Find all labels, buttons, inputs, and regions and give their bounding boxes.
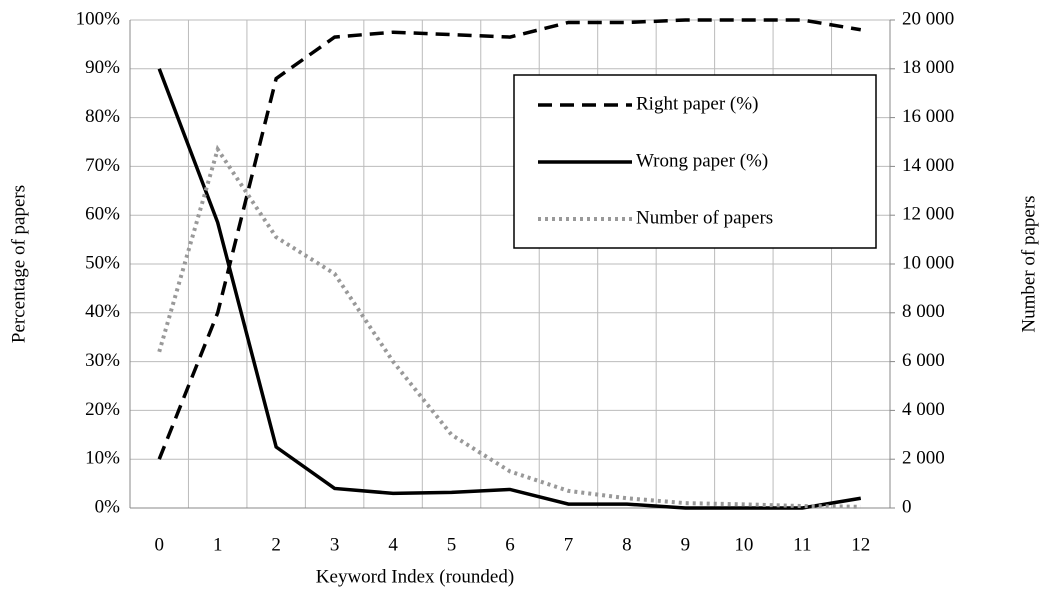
y2-tick-label: 8 000: [902, 301, 945, 322]
y2-tick-label: 2 000: [902, 448, 945, 469]
y-tick-label: 100%: [76, 8, 121, 29]
x-tick-label: 6: [505, 534, 515, 555]
y-tick-label: 10%: [85, 448, 120, 469]
y2-tick-label: 16 000: [902, 106, 954, 127]
y2-tick-label: 12 000: [902, 204, 954, 225]
legend-label: Wrong paper (%): [636, 150, 768, 171]
x-axis-title: Keyword Index (rounded): [316, 566, 514, 587]
x-tick-label: 4: [388, 534, 398, 555]
x-tick-label: 7: [564, 534, 574, 555]
y-tick-label: 20%: [85, 399, 120, 420]
x-tick-label: 3: [330, 534, 340, 555]
y2-tick-label: 14 000: [902, 155, 954, 176]
y-tick-label: 0%: [95, 496, 121, 517]
y-tick-label: 30%: [85, 350, 120, 371]
x-tick-label: 11: [793, 534, 811, 555]
y-tick-label: 80%: [85, 106, 120, 127]
x-tick-label: 9: [681, 534, 691, 555]
x-tick-label: 8: [622, 534, 632, 555]
y-tick-label: 60%: [85, 204, 120, 225]
y2-axis-title: Number of papers: [1018, 195, 1039, 332]
y2-tick-label: 10 000: [902, 252, 954, 273]
series-line: [157, 18, 862, 460]
y2-tick-label: 20 000: [902, 8, 954, 29]
series-line: [157, 144, 861, 509]
y2-tick-label: 6 000: [902, 350, 945, 371]
x-tick-label: 2: [271, 534, 281, 555]
x-tick-label: 0: [154, 534, 164, 555]
y2-tick-label: 4 000: [902, 399, 945, 420]
y2-tick-label: 0: [902, 496, 912, 517]
x-tick-label: 10: [734, 534, 753, 555]
y-tick-label: 40%: [85, 301, 120, 322]
x-tick-label: 12: [851, 534, 870, 555]
y-axis-title: Percentage of papers: [8, 185, 29, 343]
legend-label: Number of papers: [636, 207, 773, 228]
y-tick-label: 50%: [85, 252, 120, 273]
x-tick-label: 5: [447, 534, 457, 555]
y2-tick-label: 18 000: [902, 57, 954, 78]
legend-label: Right paper (%): [636, 93, 758, 114]
series-line: [157, 68, 862, 510]
y-tick-label: 90%: [85, 57, 120, 78]
y-tick-label: 70%: [85, 155, 120, 176]
x-tick-label: 1: [213, 534, 223, 555]
